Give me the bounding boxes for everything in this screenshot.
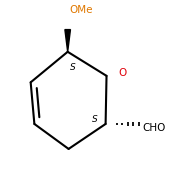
Polygon shape bbox=[65, 30, 70, 52]
Text: CHO: CHO bbox=[143, 123, 166, 133]
Text: O: O bbox=[119, 68, 127, 78]
Text: S: S bbox=[70, 63, 76, 72]
Text: S: S bbox=[92, 115, 97, 124]
Text: OMe: OMe bbox=[70, 5, 93, 15]
